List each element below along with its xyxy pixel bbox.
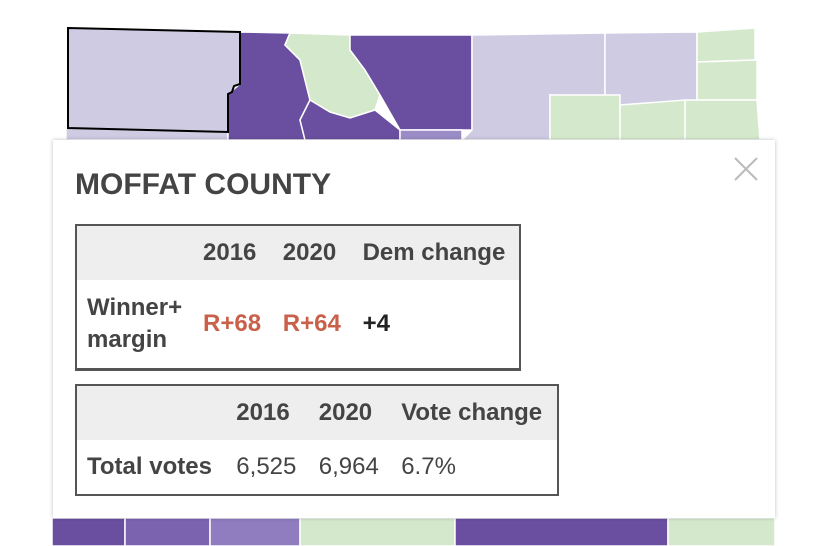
county[interactable] <box>209 517 301 546</box>
row-label: Winner+ margin <box>87 294 183 353</box>
table-head: 2016 2020 Dem change <box>76 225 520 280</box>
county[interactable] <box>696 59 758 101</box>
county[interactable] <box>684 99 761 141</box>
header-row: 2016 2020 Dem change <box>76 225 520 280</box>
column-header: 2020 <box>308 385 392 440</box>
column-header: Vote change <box>391 385 558 440</box>
column-header: 2016 <box>226 385 309 440</box>
table-head: 2016 2020 Vote change <box>76 385 558 440</box>
table-cell: 6.7% <box>401 453 456 480</box>
county[interactable] <box>399 129 463 141</box>
popup-title: MOFFAT COUNTY <box>75 168 332 201</box>
header-row: 2016 2020 Vote change <box>76 385 558 440</box>
table-cell: 6,525 <box>236 453 297 480</box>
county[interactable] <box>619 99 686 141</box>
table-body: Winner+ margin R+68 R+64 +4 <box>76 280 520 370</box>
table-cell: R+68 <box>203 310 262 337</box>
table-cell: +4 <box>362 310 390 337</box>
county[interactable] <box>124 517 211 546</box>
county[interactable] <box>51 517 126 546</box>
column-header: 2016 <box>193 225 273 280</box>
table-cell: 6,964 <box>318 453 379 480</box>
column-header: 2020 <box>272 225 353 280</box>
county[interactable] <box>454 517 669 546</box>
corner-cell <box>76 225 193 280</box>
table-row: Total votes 6,525 6,964 6.7% <box>76 440 558 495</box>
county[interactable] <box>696 27 756 63</box>
county[interactable] <box>299 517 456 546</box>
table-row: Winner+ margin R+68 R+64 +4 <box>76 280 520 370</box>
corner-cell <box>76 385 227 440</box>
county[interactable] <box>604 31 698 106</box>
votes-table: 2016 2020 Vote change Total votes 6,525 6,964… <box>75 384 559 496</box>
table-body: Total votes 6,525 6,964 6.7% <box>76 440 558 495</box>
selected-county[interactable] <box>67 26 241 134</box>
table-cell: R+64 <box>282 310 341 337</box>
county[interactable] <box>667 517 776 546</box>
county[interactable] <box>549 94 621 141</box>
column-header: Dem change <box>352 225 520 280</box>
close-button[interactable] <box>733 156 759 182</box>
row-label: Total votes <box>87 453 212 480</box>
county-popup: MOFFAT COUNTY 2016 2020 Dem change Winner+ … <box>53 140 775 518</box>
margin-table: 2016 2020 Dem change Winner+ margin R+68 R+64… <box>75 224 521 371</box>
